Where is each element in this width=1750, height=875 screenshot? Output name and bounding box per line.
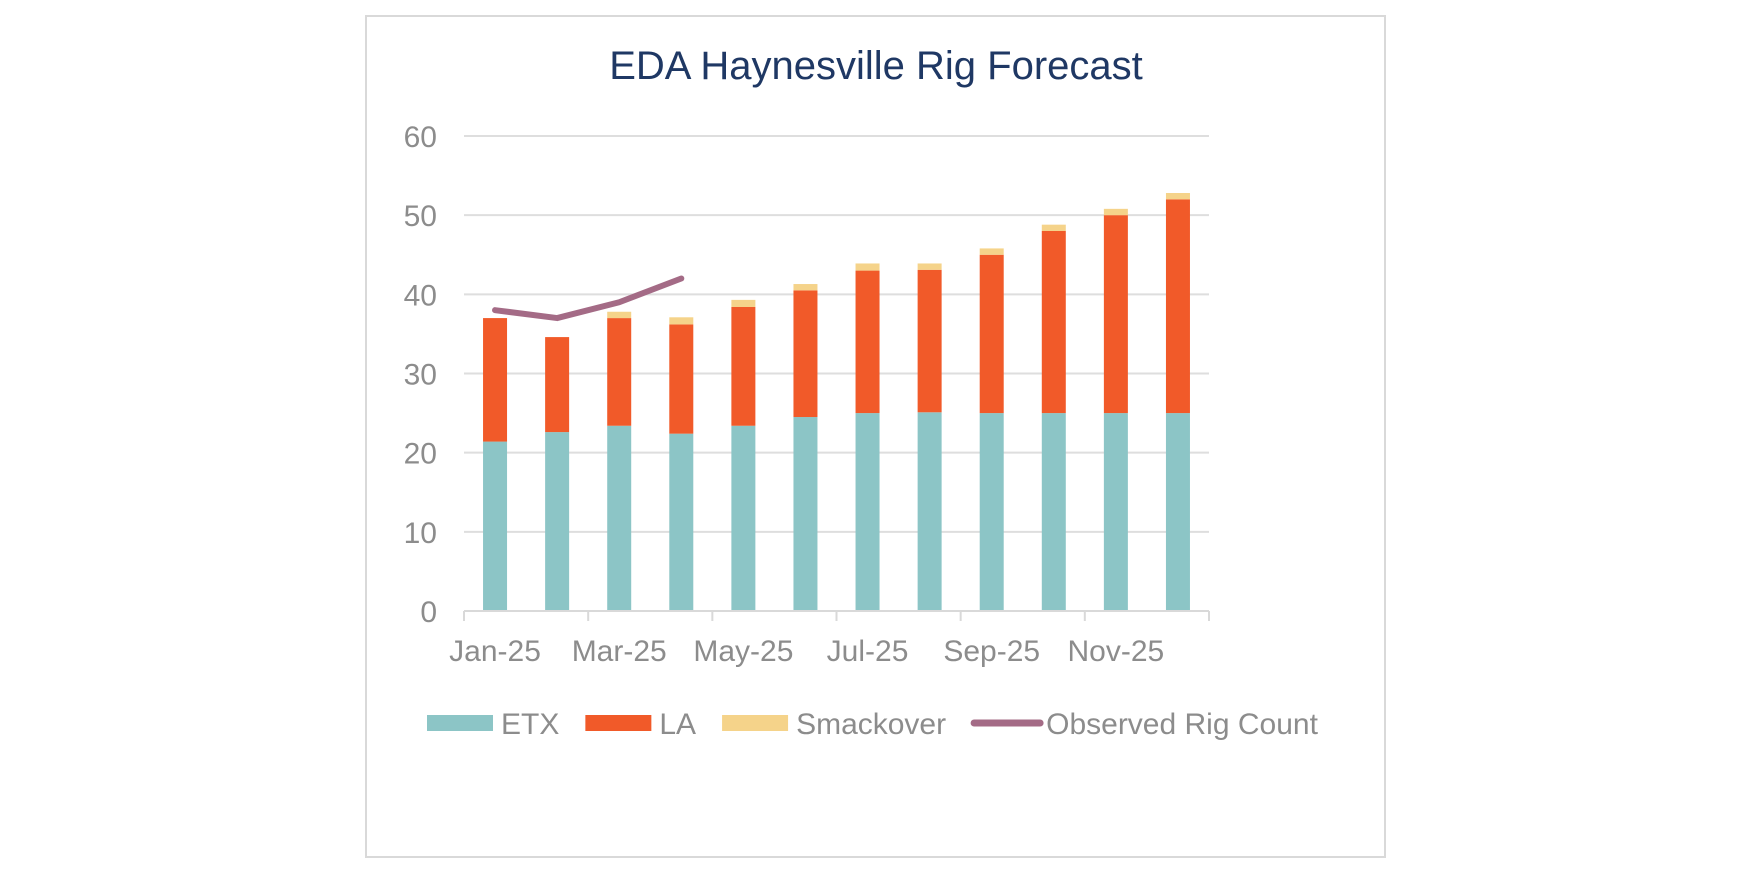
bar-la-jun-25 bbox=[793, 290, 818, 418]
bar-smackover-sep-25 bbox=[979, 248, 1004, 255]
bar-la-feb-25 bbox=[545, 337, 570, 433]
bar-etx-aug-25 bbox=[917, 412, 942, 611]
bar-la-apr-25 bbox=[669, 324, 694, 434]
y-tick-label-50: 50 bbox=[404, 200, 437, 233]
chart-frame: EDA Haynesville Rig Forecast 0 10 20 30 40 50… bbox=[365, 15, 1386, 858]
x-tick-label-sep-25: Sep-25 bbox=[943, 635, 1040, 668]
bar-etx-may-25 bbox=[731, 425, 756, 611]
bar-la-nov-25 bbox=[1103, 215, 1128, 414]
axes: 0 10 20 30 40 50 60 Jan-25 Mar-25 May-25 Jul-25 Sep… bbox=[404, 121, 1210, 668]
bar-etx-nov-25 bbox=[1103, 413, 1128, 611]
chart-title: EDA Haynesville Rig Forecast bbox=[609, 44, 1143, 88]
y-tick-label-10: 10 bbox=[404, 517, 437, 550]
legend-label-etx: ETX bbox=[501, 708, 559, 741]
bars bbox=[483, 193, 1190, 611]
bar-la-dec-25 bbox=[1165, 199, 1190, 414]
x-tick-label-jan-25: Jan-25 bbox=[449, 635, 541, 668]
gridlines bbox=[464, 135, 1209, 533]
legend: ETX LA Smackover Observed Rig Count bbox=[427, 708, 1319, 741]
bar-etx-apr-25 bbox=[669, 433, 694, 611]
bar-smackover-dec-25 bbox=[1165, 193, 1190, 200]
bar-etx-jun-25 bbox=[793, 417, 818, 611]
bar-la-sep-25 bbox=[979, 254, 1004, 414]
bar-la-oct-25 bbox=[1041, 231, 1066, 414]
bar-la-jul-25 bbox=[855, 270, 880, 414]
bar-smackover-may-25 bbox=[731, 299, 756, 307]
x-tick-label-nov-25: Nov-25 bbox=[1068, 635, 1165, 668]
bar-smackover-mar-25 bbox=[607, 311, 632, 319]
bar-etx-jul-25 bbox=[855, 413, 880, 611]
legend-label-smackover: Smackover bbox=[796, 708, 946, 741]
bar-smackover-oct-25 bbox=[1041, 224, 1066, 231]
bar-etx-jan-25 bbox=[483, 441, 508, 611]
y-tick-label-20: 20 bbox=[404, 438, 437, 471]
legend-label-la: LA bbox=[659, 708, 696, 741]
bar-la-jan-25 bbox=[483, 318, 508, 442]
x-tick-label-may-25: May-25 bbox=[693, 635, 793, 668]
bar-la-may-25 bbox=[731, 307, 756, 426]
legend-label-observed-rig-count: Observed Rig Count bbox=[1046, 708, 1318, 741]
y-tick-label-0: 0 bbox=[420, 596, 437, 629]
bar-smackover-apr-25 bbox=[669, 317, 694, 325]
line-observed-rig-count bbox=[492, 275, 685, 322]
bar-etx-mar-25 bbox=[607, 425, 632, 611]
y-tick-label-60: 60 bbox=[404, 121, 437, 154]
bar-etx-feb-25 bbox=[545, 432, 570, 611]
bar-etx-oct-25 bbox=[1041, 413, 1066, 611]
bar-smackover-aug-25 bbox=[917, 263, 942, 270]
bar-smackover-jul-25 bbox=[855, 263, 880, 271]
legend-swatch-smackover bbox=[722, 715, 789, 731]
bar-la-mar-25 bbox=[607, 318, 632, 426]
bar-smackover-jun-25 bbox=[793, 284, 818, 291]
bar-la-aug-25 bbox=[917, 269, 942, 413]
bar-etx-sep-25 bbox=[979, 413, 1004, 611]
x-tick-label-jul-25: Jul-25 bbox=[827, 635, 909, 668]
legend-swatch-la bbox=[585, 715, 652, 731]
x-tick-label-mar-25: Mar-25 bbox=[572, 635, 667, 668]
y-tick-label-30: 30 bbox=[404, 359, 437, 392]
y-tick-label-40: 40 bbox=[404, 279, 437, 312]
legend-swatch-etx bbox=[427, 715, 493, 731]
chart-svg: EDA Haynesville Rig Forecast 0 10 20 30 40 50… bbox=[404, 44, 1319, 741]
bar-smackover-nov-25 bbox=[1103, 208, 1128, 216]
observed-line bbox=[492, 275, 685, 322]
bar-etx-dec-25 bbox=[1165, 413, 1190, 611]
